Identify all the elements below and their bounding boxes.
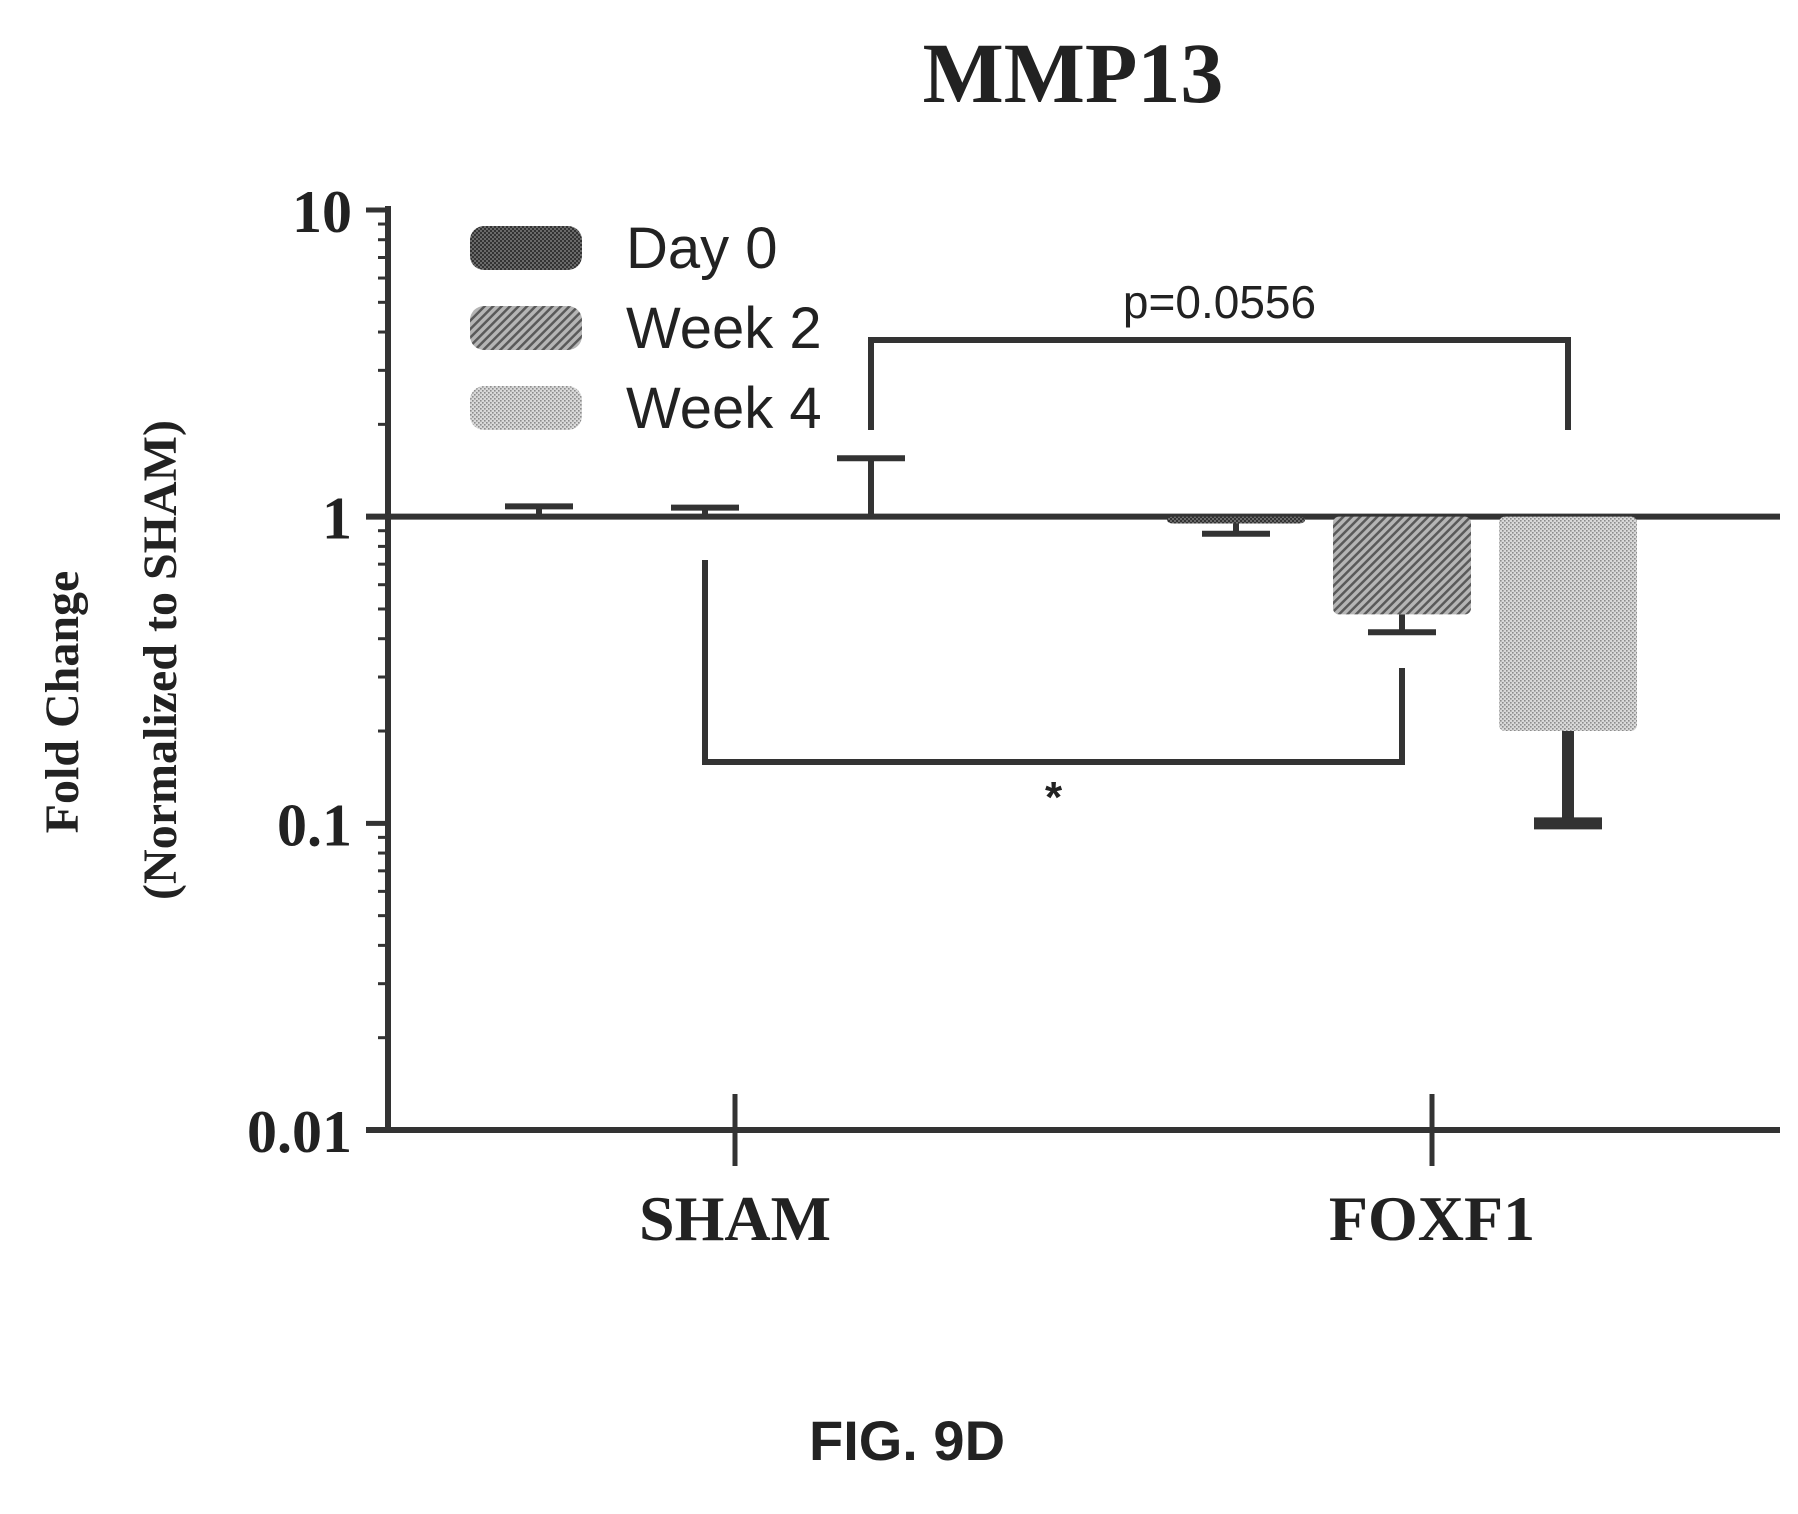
legend-entry: Week 4	[626, 376, 822, 441]
legend: Day 0 Week 2 Week 4	[470, 216, 822, 441]
bars	[505, 455, 1637, 830]
significance-bracket	[868, 337, 1571, 430]
y-tick-label: 0.01	[247, 1099, 352, 1165]
y-tick-label: 10	[292, 179, 352, 245]
y-axis-label-line2: (Normalized to SHAM)	[134, 420, 187, 900]
y-axis-label-line1: Fold Change	[36, 571, 89, 834]
legend-swatch	[470, 386, 582, 430]
legend-swatch	[470, 226, 582, 270]
y-tick-label: 1	[322, 486, 352, 552]
x-category-label: FOXF1	[1329, 1183, 1535, 1254]
y-axis-label-group: Fold Change (Normalized to SHAM)	[36, 420, 187, 900]
significance-label: p=0.0556	[1123, 276, 1316, 328]
significance-label: *	[1045, 773, 1063, 822]
legend-entry: Week 2	[626, 296, 822, 361]
x-category-label: SHAM	[639, 1183, 831, 1254]
y-tick-label: 0.1	[277, 792, 352, 858]
bar	[1333, 516, 1471, 615]
significance-bracket	[702, 560, 1405, 765]
y-axis-ticks: 10 1 0.1 0.01	[247, 179, 388, 1165]
bar	[1499, 516, 1637, 732]
legend-swatch	[470, 306, 582, 350]
bar	[1167, 516, 1305, 524]
x-axis-categories: SHAM FOXF1	[639, 1094, 1535, 1254]
significance-annotations: p=0.0556 *	[702, 276, 1571, 822]
legend-entry: Day 0	[626, 216, 778, 281]
figure-caption: FIG. 9D	[809, 1409, 1005, 1472]
chart-title: MMP13	[923, 25, 1224, 121]
